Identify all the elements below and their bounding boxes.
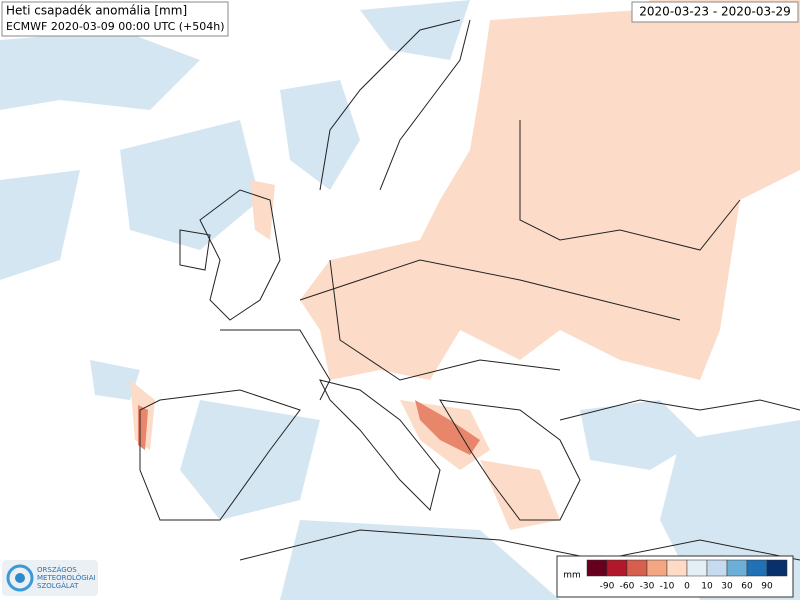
logo-icon-core [15,573,25,583]
period-box [631,1,799,23]
legend-tick-label: 30 [721,582,733,592]
legend-swatch [706,559,728,577]
legend-tick-label: 10 [701,582,713,592]
logo-line: ORSZÁGOS [37,565,77,574]
period: 2020-03-23 - 2020-03-29 [639,5,790,19]
legend-swatch [626,559,648,577]
legend-tick-label: -10 [660,582,675,592]
map-title: Heti csapadék anomália [mm] [6,4,187,18]
legend-swatch [586,559,608,577]
legend-swatch [686,559,708,577]
legend-swatch [666,559,688,577]
logo-icon [6,564,34,592]
logo-line: SZOLGÁLAT [37,581,79,590]
legend-swatch [726,559,748,577]
title-box [1,1,229,37]
legend-swatch [606,559,628,577]
legend-tick-label: 60 [741,582,753,592]
legend-tick-label: -60 [620,582,635,592]
map-subtitle: ECMWF 2020-03-09 00:00 UTC (+504h) [6,20,225,33]
legend-tick-label: -90 [600,582,615,592]
legend-unit: mm [563,571,581,581]
logo-line: METEOROLÓGIAI [37,573,96,582]
legend-swatch [646,559,668,577]
legend-tick-label: 0 [684,582,690,592]
coastlines-and-borders [139,19,800,561]
legend-swatch [766,559,788,577]
legend: -90 -60 -30 -10 0 10 30 60 90 [586,559,788,592]
legend-swatch [746,559,768,577]
legend-tick-label: 90 [761,582,773,592]
legend-tick-label: -30 [640,582,655,592]
